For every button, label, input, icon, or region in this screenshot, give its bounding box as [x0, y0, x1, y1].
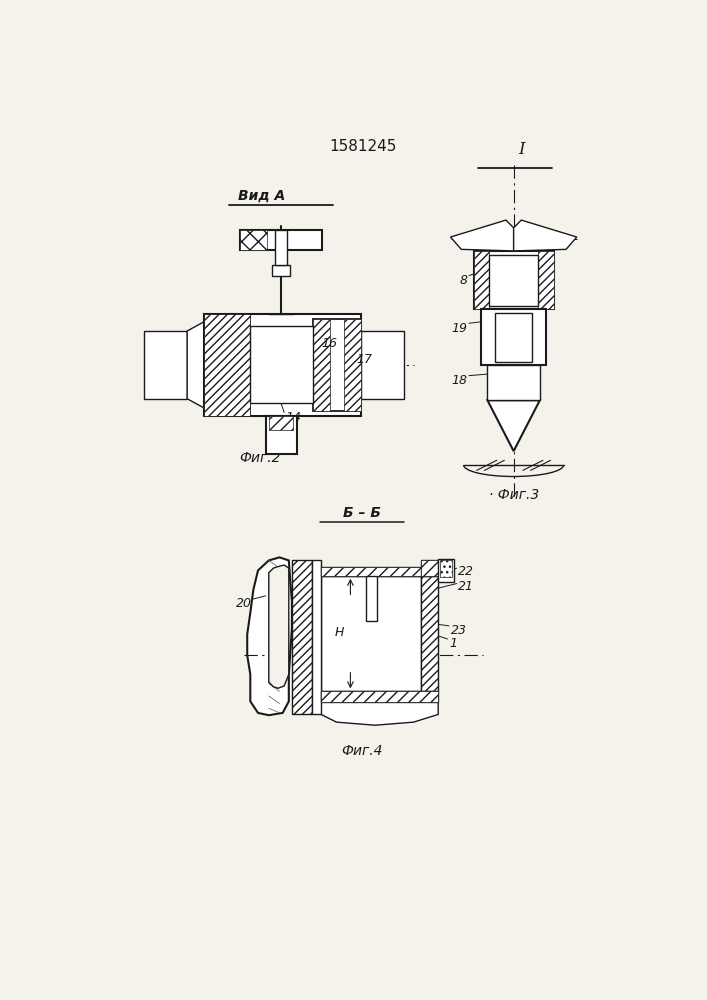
Bar: [313, 319, 361, 411]
Text: 22: 22: [458, 565, 474, 578]
Bar: [344, 319, 361, 411]
Bar: [440, 560, 452, 577]
Text: · Фиг.3: · Фиг.3: [489, 488, 539, 502]
Text: 20: 20: [236, 597, 252, 610]
Polygon shape: [321, 702, 438, 725]
Bar: [438, 559, 454, 582]
Text: 1: 1: [449, 637, 457, 650]
Bar: [361, 331, 404, 399]
Bar: [204, 314, 361, 416]
Text: Фиг.2: Фиг.2: [239, 451, 280, 465]
Bar: [487, 365, 540, 400]
Bar: [240, 230, 267, 250]
Text: H: H: [335, 626, 344, 639]
Text: Фиг.4: Фиг.4: [341, 744, 382, 758]
Bar: [421, 560, 438, 576]
Bar: [321, 691, 438, 702]
Polygon shape: [247, 557, 292, 715]
Bar: [495, 312, 532, 362]
Text: Вид A: Вид A: [238, 189, 285, 203]
Bar: [240, 230, 322, 250]
Bar: [313, 319, 330, 411]
Bar: [481, 309, 546, 365]
Text: 14: 14: [286, 411, 302, 424]
Bar: [266, 416, 296, 454]
Text: 16: 16: [321, 337, 337, 350]
Text: 23: 23: [450, 624, 467, 637]
Bar: [421, 560, 438, 576]
Text: 21: 21: [458, 580, 474, 593]
Text: 8: 8: [460, 274, 467, 287]
Bar: [421, 576, 438, 691]
Polygon shape: [450, 220, 514, 251]
Bar: [321, 691, 438, 702]
Bar: [272, 265, 291, 276]
Text: 1581245: 1581245: [329, 139, 397, 154]
Bar: [321, 567, 421, 576]
Polygon shape: [344, 322, 361, 408]
Bar: [366, 576, 377, 620]
Bar: [489, 255, 538, 306]
Bar: [204, 314, 250, 416]
Bar: [474, 251, 489, 309]
Bar: [474, 251, 554, 309]
Bar: [144, 331, 187, 399]
Bar: [269, 416, 293, 430]
Bar: [292, 560, 312, 714]
Text: 19: 19: [452, 322, 467, 335]
Polygon shape: [269, 565, 288, 688]
Bar: [321, 576, 421, 691]
Text: Б – Б: Б – Б: [343, 506, 381, 520]
Polygon shape: [514, 220, 577, 251]
Bar: [312, 560, 321, 714]
Polygon shape: [187, 322, 204, 408]
Bar: [538, 251, 554, 309]
Bar: [275, 230, 287, 265]
Text: 17: 17: [356, 353, 373, 366]
Text: I: I: [518, 141, 525, 158]
Polygon shape: [487, 400, 540, 451]
Bar: [250, 326, 313, 403]
Bar: [321, 567, 421, 576]
Text: 18: 18: [452, 374, 467, 387]
